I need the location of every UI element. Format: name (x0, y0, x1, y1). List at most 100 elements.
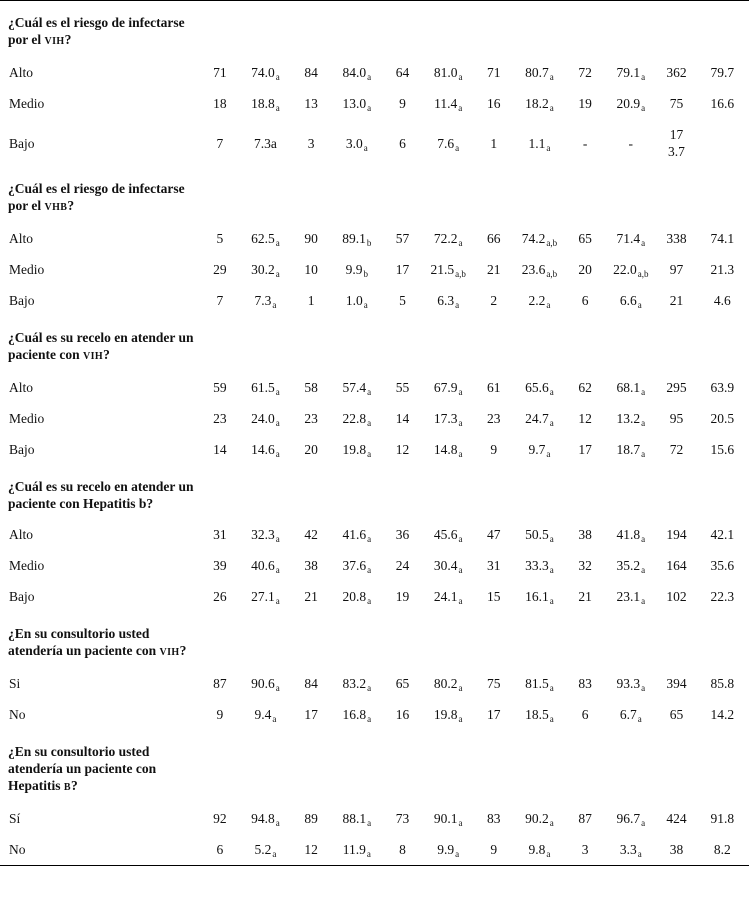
cell-subscript: a (641, 534, 646, 544)
percent-cell: 14.6a (239, 434, 292, 465)
question-cell: ¿Cuál es el riesgo de infectarse por el … (0, 1, 749, 58)
percent-cell: 6.6a (604, 285, 657, 316)
question-text: ¿En su consultorio usted atendería un pa… (8, 743, 194, 796)
row-label: Bajo (9, 135, 35, 151)
percent-cell: 37.6a (330, 550, 383, 581)
cell-value: 19.8 (342, 442, 367, 457)
question-row: ¿Cuál es su recelo en atender un pacient… (0, 316, 749, 372)
percent-cell: 93.3a (604, 668, 657, 699)
percent-cell: 42.1 (710, 527, 735, 542)
percent-cell: 67.9a (422, 372, 475, 403)
count-cell: 14 (213, 442, 227, 457)
question-acronym-smallcaps: b (63, 782, 71, 793)
cell-subscript: a (637, 714, 642, 724)
percent-cell: 57.4a (330, 372, 383, 403)
cell-subscript: a (455, 142, 460, 153)
count-cell: 65 (578, 231, 592, 246)
percent-cell: 41.6a (330, 519, 383, 550)
count-cell: 19 (578, 96, 592, 111)
percent-cell: 11.9a (330, 834, 383, 866)
question-cell: ¿Cuál es el riesgo de infectarse por el … (0, 167, 749, 223)
question-row: ¿Cuál es el riesgo de infectarse por el … (0, 167, 749, 223)
percent-cell: 11.4a (422, 88, 475, 119)
cell-subscript: a (458, 418, 463, 428)
question-segment: ? (179, 643, 187, 658)
percent-cell: 30.2a (239, 254, 292, 285)
count-cell: 92 (213, 811, 227, 826)
percent-cell: 32.3a (239, 519, 292, 550)
percent-cell: 30.4a (422, 550, 475, 581)
percent-cell: 8.2 (713, 842, 731, 857)
question-segment: ? (103, 347, 110, 362)
cell-subscript: a (549, 714, 554, 724)
question-segment: ¿Cuál es el riesgo de infectarse por el (8, 181, 185, 213)
cell-value: 81.0 (433, 65, 458, 80)
percent-cell: 50.5a (513, 519, 566, 550)
count-cell: 71 (213, 65, 227, 80)
count-cell: 3 (581, 842, 589, 857)
percent-cell: 74.1 (710, 231, 735, 246)
count-cell: 23 (487, 411, 501, 426)
count-cell: 17 (395, 262, 410, 277)
row-label: Medio (9, 558, 45, 573)
percent-cell: 6.7a (604, 699, 657, 730)
percent-cell: 65.6a (513, 372, 566, 403)
cell-value: 71.4 (616, 231, 641, 246)
row-label: Alto (9, 231, 34, 246)
count-cell: 72 (669, 442, 684, 457)
cell-subscript: a (363, 300, 368, 310)
row-label: Bajo (9, 293, 35, 308)
question-segment: ¿Cuál es el riesgo de infectarse por el (8, 15, 185, 47)
row-label: Alto (9, 380, 34, 395)
count-cell: 21 (304, 589, 318, 604)
cell-value: 18.5 (525, 707, 549, 722)
percent-cell: 22.3 (710, 589, 735, 604)
cell-subscript: a (275, 269, 280, 279)
percent-cell: 81.0a (422, 57, 475, 88)
cell-value: 6.3 (437, 293, 455, 308)
cell-value: 90.2 (525, 811, 549, 826)
percent-cell: 41.8a (604, 519, 657, 550)
count-cell: 61 (487, 380, 501, 395)
count-cell: 13 (304, 96, 318, 111)
question-segment: ? (67, 198, 75, 213)
cell-subscript: a (458, 534, 463, 544)
percent-cell: 61.5a (239, 372, 292, 403)
cell-subscript: a (637, 300, 642, 310)
count-cell: 14 (395, 411, 410, 426)
cell-subscript: a (549, 818, 554, 828)
cell-value: 37.6 (342, 558, 367, 573)
question-row: ¿En su consultorio usted atendería un pa… (0, 612, 749, 668)
cell-subscript: a (641, 72, 646, 82)
cell-subscript: a (458, 818, 463, 828)
percent-cell: 27.1a (239, 581, 292, 612)
percent-cell: 85.8 (710, 676, 735, 691)
percent-cell (696, 119, 749, 167)
percent-cell: 23.1a (604, 581, 657, 612)
cell-subscript: a (641, 103, 646, 113)
count-cell: 59 (213, 380, 227, 395)
count-cell: 66 (487, 231, 501, 246)
count-cell: 75 (487, 676, 501, 691)
count-cell: 17 (487, 707, 501, 722)
cell-subscript: a (549, 418, 554, 428)
cell-subscript: a (366, 849, 371, 859)
count-cell: 16 (395, 707, 410, 722)
data-row: Alto 5 62.5a 90 89.1b 57 72.2a 66 74.2a,b 65 71.4a… (0, 223, 749, 254)
cell-subscript: a (367, 596, 372, 606)
cell-subscript: a (549, 683, 554, 693)
percent-cell: 45.6a (422, 519, 475, 550)
cell-subscript: a (641, 683, 646, 693)
count-cell: 21 (578, 589, 592, 604)
count-cell: 12 (395, 442, 410, 457)
percent-cell: 79.7 (710, 65, 735, 80)
count-cell: 23 (213, 411, 227, 426)
cell-value: 27.1 (251, 589, 275, 604)
percent-cell: 90.6a (239, 668, 292, 699)
cell-subscript: a (367, 449, 372, 459)
percent-cell: 35.2a (604, 550, 657, 581)
row-label: Medio (9, 411, 45, 426)
count-cell: 38 (578, 527, 592, 542)
question-text: ¿Cuál es su recelo en atender un pacient… (8, 329, 194, 365)
row-label: Medio (9, 96, 45, 111)
